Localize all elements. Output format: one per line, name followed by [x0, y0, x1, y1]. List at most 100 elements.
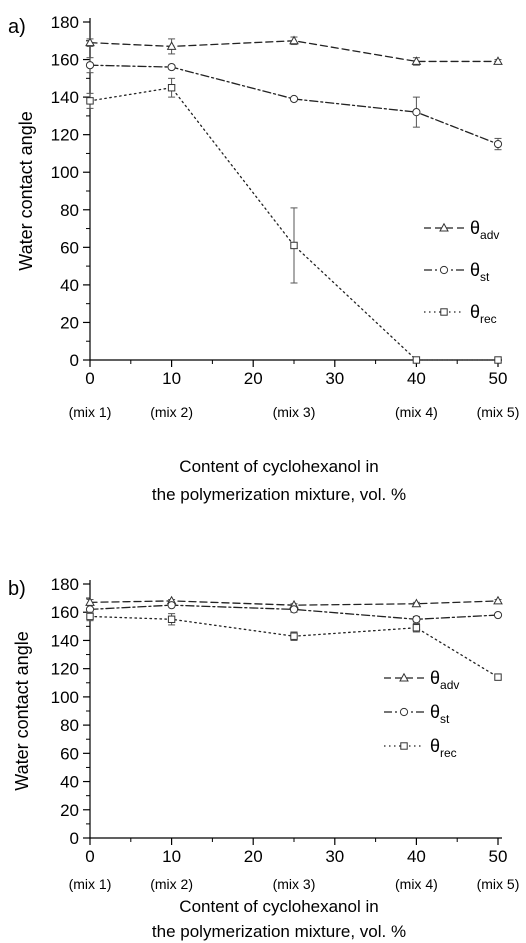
- legend-item-rec: θrec: [424, 302, 497, 326]
- data-point-circle: [85, 61, 95, 70]
- legend-marker-circle: [399, 707, 409, 717]
- x-tick-label: 0: [85, 369, 94, 388]
- legend-marker-triangle: [399, 672, 409, 682]
- legend-label: θadv: [470, 218, 499, 242]
- legend-label-subscript: rec: [440, 746, 457, 760]
- x-axis-title-line: Content of cyclohexanol in: [179, 897, 378, 916]
- data-point-square: [412, 624, 421, 632]
- legend-label-subscript: st: [480, 270, 490, 284]
- y-tick-label: 80: [60, 716, 79, 735]
- legend-marker-square: [400, 742, 408, 750]
- data-point-triangle: [493, 56, 503, 65]
- mix-label: (mix 5): [477, 404, 520, 420]
- legend-label-subscript: adv: [440, 678, 459, 692]
- legend-label: θst: [470, 260, 490, 284]
- x-tick-label: 30: [325, 847, 344, 866]
- data-point-square: [494, 356, 502, 364]
- y-tick-label: 0: [70, 829, 79, 848]
- y-tick-label: 100: [51, 688, 79, 707]
- x-tick-label: 40: [407, 847, 426, 866]
- y-tick-label: 180: [51, 575, 79, 594]
- mix-label: (mix 1): [69, 876, 112, 892]
- legend-label: θadv: [430, 668, 459, 692]
- legend-item-adv: θadv: [384, 668, 459, 692]
- y-tick-label: 140: [51, 631, 79, 650]
- legend-item-st: θst: [384, 702, 450, 726]
- panel-label: a): [8, 16, 26, 38]
- data-point-square: [86, 97, 94, 105]
- y-tick-label: 160: [51, 51, 79, 70]
- legend-label-subscript: rec: [480, 312, 497, 326]
- x-tick-label: 50: [489, 847, 508, 866]
- data-point-circle: [167, 62, 176, 72]
- data-point-square: [494, 673, 502, 681]
- x-tick-label: 0: [85, 847, 94, 866]
- legend-label: θrec: [470, 302, 497, 326]
- x-tick-label: 30: [325, 369, 344, 388]
- data-point-square: [86, 612, 94, 621]
- data-point-triangle: [289, 35, 299, 45]
- legend-label-subscript: adv: [480, 228, 499, 242]
- y-tick-label: 40: [60, 276, 79, 295]
- x-axis-title-line: the polymerization mixture, vol. %: [152, 922, 406, 941]
- y-tick-label: 60: [60, 744, 79, 763]
- y-tick-label: 100: [51, 163, 79, 182]
- y-axis-title: Water contact angle: [12, 631, 32, 790]
- x-tick-label: 20: [244, 369, 263, 388]
- data-point-triangle: [411, 598, 422, 608]
- series-rec: [86, 611, 502, 681]
- legend-label: θrec: [430, 736, 457, 760]
- y-tick-label: 180: [51, 13, 79, 32]
- legend-marker-triangle: [439, 222, 449, 232]
- y-tick-label: 20: [60, 801, 79, 820]
- y-tick-label: 20: [60, 313, 79, 332]
- y-tick-label: 120: [51, 660, 79, 679]
- x-axis-title-line: Content of cyclohexanol in: [179, 457, 378, 476]
- data-point-square: [290, 632, 298, 640]
- series-st: [85, 601, 503, 624]
- data-point-square: [167, 84, 176, 92]
- data-point-triangle: [493, 595, 503, 605]
- mix-label: (mix 5): [477, 876, 520, 892]
- data-point-square: [290, 241, 298, 250]
- x-tick-label: 10: [162, 369, 181, 388]
- data-point-circle: [289, 94, 299, 104]
- y-tick-label: 80: [60, 201, 79, 220]
- data-point-square: [167, 615, 176, 623]
- series-st: [85, 57, 503, 151]
- y-axis-title: Water contact angle: [16, 111, 36, 270]
- x-tick-label: 40: [407, 369, 426, 388]
- data-point-circle: [412, 615, 421, 624]
- data-point-circle: [412, 108, 421, 117]
- data-point-triangle: [85, 37, 95, 47]
- y-tick-label: 40: [60, 773, 79, 792]
- mix-label: (mix 3): [273, 404, 316, 420]
- y-tick-label: 120: [51, 126, 79, 145]
- mix-label: (mix 1): [69, 404, 112, 420]
- mix-label: (mix 4): [395, 404, 438, 420]
- y-tick-label: 140: [51, 88, 79, 107]
- x-axis-title-line: the polymerization mixture, vol. %: [152, 485, 406, 504]
- series-rec: [86, 77, 502, 364]
- y-tick-label: 160: [51, 603, 79, 622]
- legend-marker-circle: [439, 265, 449, 275]
- legend-item-adv: θadv: [424, 218, 499, 242]
- legend-item-st: θst: [424, 260, 490, 284]
- y-tick-label: 60: [60, 238, 79, 257]
- series-adv: [85, 35, 503, 66]
- x-tick-label: 20: [244, 847, 263, 866]
- legend-label-subscript: st: [440, 712, 450, 726]
- y-tick-label: 0: [70, 351, 79, 370]
- chart-panel-b: b) 0 20 40 60 80 100 120 140 160 180 0 10 20 30 40 50 (mi…: [8, 575, 519, 941]
- legend-label: θst: [430, 702, 450, 726]
- data-point-circle: [493, 610, 503, 620]
- data-point-circle: [289, 605, 299, 614]
- series-line: [89, 87, 499, 361]
- data-point-triangle: [166, 41, 177, 50]
- mix-label: (mix 2): [150, 876, 193, 892]
- mix-label: (mix 3): [273, 876, 316, 892]
- chart-panel-a: a) 0 20 40 60 80 100 120 140 160 180 0 10 20 30 40 50 (mi…: [8, 13, 519, 504]
- data-point-triangle: [411, 56, 422, 65]
- x-tick-label: 10: [162, 847, 181, 866]
